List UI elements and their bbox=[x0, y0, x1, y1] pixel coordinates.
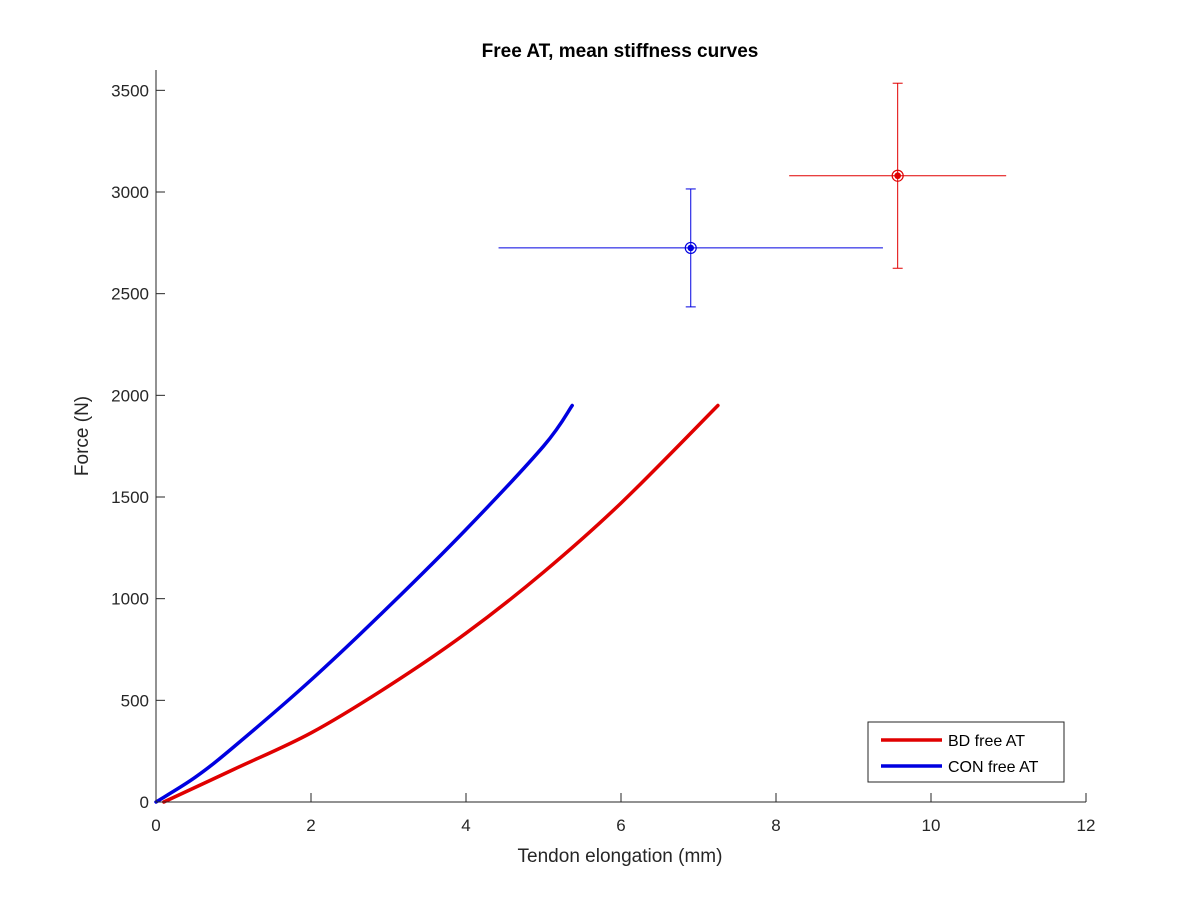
series-line bbox=[154, 403, 574, 804]
y-tick-label: 3000 bbox=[111, 183, 149, 202]
mean-point bbox=[687, 244, 695, 252]
x-tick-label: 0 bbox=[151, 816, 160, 835]
axes: 0 2 4 6 8 10 12 0 500 1000 1500 2000 2500 3000 3500 bbox=[111, 70, 1095, 835]
x-tick-label: 6 bbox=[616, 816, 625, 835]
x-tick-label: 4 bbox=[461, 816, 470, 835]
legend-label: BD free AT bbox=[948, 733, 1025, 750]
y-tick-label: 500 bbox=[121, 691, 149, 710]
y-tick-label: 3500 bbox=[111, 81, 149, 100]
legend-box bbox=[867, 721, 1065, 783]
series-layer bbox=[154, 403, 720, 804]
y-axis-label: Force (N) bbox=[72, 396, 93, 476]
x-tick-label: 2 bbox=[306, 816, 315, 835]
mean-point-ring bbox=[684, 241, 697, 255]
legend: BD free AT CON free AT bbox=[867, 721, 1065, 783]
x-tick-label: 10 bbox=[922, 816, 941, 835]
x-tick-label: 12 bbox=[1077, 816, 1096, 835]
error-bar-layer bbox=[498, 82, 1007, 308]
mean-point-ring bbox=[891, 169, 904, 182]
y-tick-label: 0 bbox=[140, 793, 149, 812]
x-axis-label: Tendon elongation (mm) bbox=[518, 846, 723, 867]
y-tick-label: 2500 bbox=[111, 285, 149, 304]
legend-label: CON free AT bbox=[948, 759, 1039, 776]
mean-point bbox=[894, 172, 901, 180]
x-tick-label: 8 bbox=[771, 816, 780, 835]
y-tick-label: 2000 bbox=[111, 386, 149, 405]
y-tick-label: 1500 bbox=[111, 488, 149, 507]
y-tick-label: 1000 bbox=[111, 590, 149, 609]
chart-title: Free AT, mean stiffness curves bbox=[482, 41, 759, 62]
series-line bbox=[162, 403, 720, 804]
